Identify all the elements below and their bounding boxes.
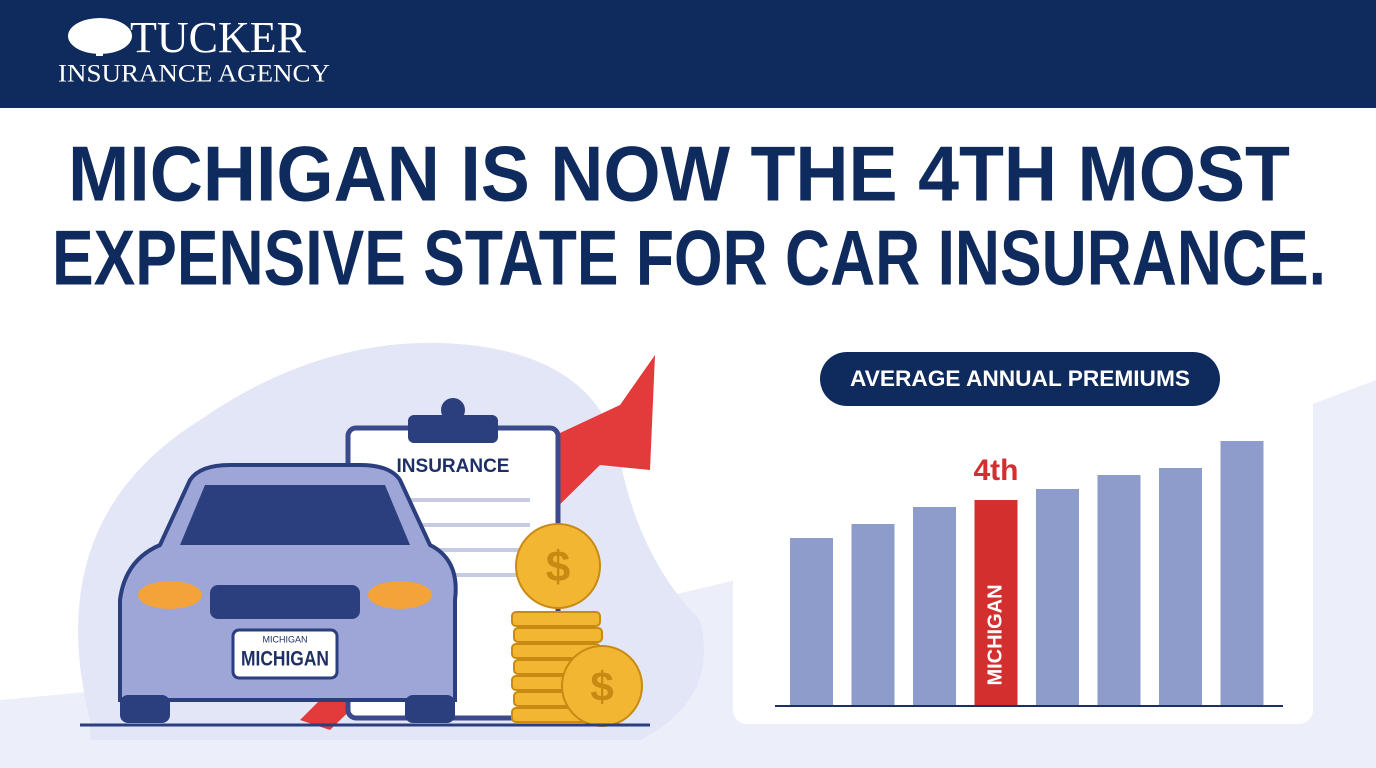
bar (851, 524, 895, 705)
bar (1097, 475, 1141, 705)
svg-text:$: $ (590, 663, 613, 710)
header-bar (0, 0, 1376, 108)
brand-subtitle: INSURANCE AGENCY (58, 61, 330, 88)
headline: EXPENSIVE STATE FOR CAR INSURANCE. (52, 214, 1326, 302)
plate-main: MICHIGAN (241, 648, 329, 671)
bar (1036, 489, 1079, 705)
chart-title-pill (820, 352, 1220, 406)
annotation: 4th (974, 454, 1019, 487)
bar (974, 500, 1018, 705)
bars: MICHIGAN 4th (790, 441, 1264, 705)
logo-tree (68, 18, 132, 56)
illustration: INSURANCE $ $ MICHIGAN MICHIGAN (80, 355, 655, 730)
bar (790, 538, 833, 705)
plate-top: MICHIGAN (263, 634, 308, 644)
bar (1159, 468, 1202, 705)
brand: TUCKER (130, 13, 307, 62)
bar (913, 507, 956, 705)
bar-label: MICHIGAN (984, 584, 1006, 685)
headline: MICHIGAN IS NOW THE 4TH MOST (68, 130, 1290, 218)
document-label: INSURANCE (397, 456, 510, 477)
svg-text:$: $ (546, 543, 570, 592)
bar (1220, 441, 1264, 705)
chart-title: AVERAGE ANNUAL PREMIUMS (850, 366, 1190, 391)
